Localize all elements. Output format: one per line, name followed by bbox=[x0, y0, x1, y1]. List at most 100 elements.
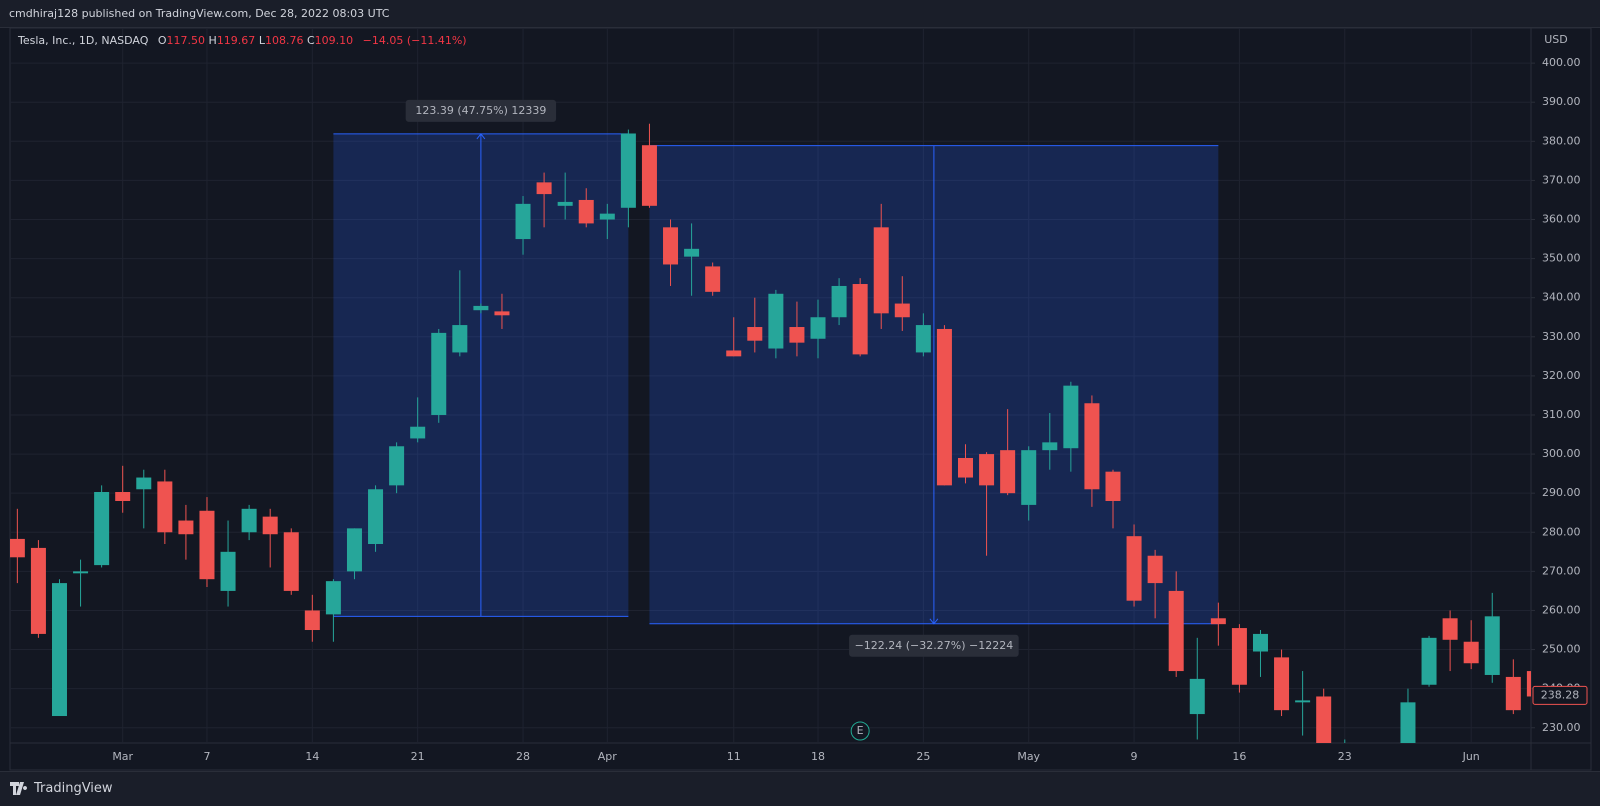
candle-body bbox=[979, 454, 995, 486]
x-tick-label: May bbox=[1017, 750, 1040, 763]
candle-body bbox=[1147, 555, 1163, 584]
candle-body bbox=[1463, 641, 1479, 664]
h-label: H bbox=[208, 34, 217, 47]
y-tick-label: 310.00 bbox=[1542, 408, 1581, 421]
measure-label: 123.39 (47.75%) 12339 bbox=[415, 104, 546, 117]
y-tick-label: 280.00 bbox=[1542, 525, 1581, 538]
h-value: 119.67 bbox=[216, 34, 256, 47]
candle-body bbox=[346, 528, 362, 572]
candle-body bbox=[1484, 616, 1500, 675]
measure-arrowhead bbox=[476, 133, 486, 140]
candle-body bbox=[115, 492, 131, 501]
publisher: cmdhiraj128 published on TradingView.com… bbox=[9, 7, 390, 20]
candle-body bbox=[936, 328, 952, 486]
candle-body bbox=[726, 350, 742, 357]
y-tick-label: 330.00 bbox=[1542, 330, 1581, 343]
candle-body bbox=[1505, 676, 1521, 711]
y-tick-label: 270.00 bbox=[1542, 564, 1581, 577]
x-tick-label: 23 bbox=[1338, 750, 1352, 763]
candle-body bbox=[747, 327, 763, 341]
candle-body bbox=[1316, 696, 1332, 743]
y-tick-label: 300.00 bbox=[1542, 447, 1581, 460]
candle-body bbox=[599, 213, 615, 220]
candle-body bbox=[178, 520, 194, 535]
candle-body bbox=[557, 201, 573, 206]
candle-body bbox=[1168, 590, 1184, 672]
candle-body bbox=[684, 248, 700, 257]
candle-body bbox=[831, 285, 847, 318]
candle-body bbox=[663, 227, 679, 265]
candle-body bbox=[94, 492, 110, 566]
symbol-legend: Tesla, Inc., 1D, NASDAQ O117.50 H119.67 … bbox=[18, 34, 467, 47]
candle-body bbox=[389, 446, 405, 486]
candle-body bbox=[262, 516, 278, 535]
candle-body bbox=[894, 303, 910, 318]
candle-body bbox=[536, 182, 552, 195]
candle-body bbox=[620, 133, 636, 208]
x-tick-label: 7 bbox=[203, 750, 210, 763]
candle-body bbox=[452, 325, 468, 353]
l-value: 108.76 bbox=[264, 34, 304, 47]
measure-label-bg bbox=[849, 634, 1019, 657]
candle-body bbox=[1021, 450, 1037, 505]
candle-body bbox=[431, 332, 447, 415]
candle-body bbox=[157, 481, 173, 533]
change: −14.05 (−11.41%) bbox=[362, 34, 467, 47]
x-tick-label: 28 bbox=[516, 750, 530, 763]
measure-layer bbox=[333, 133, 1219, 625]
candle-body bbox=[768, 293, 784, 349]
candle-body bbox=[958, 457, 973, 478]
measure-label-bg bbox=[405, 99, 557, 122]
candle-body bbox=[473, 305, 489, 311]
candle-body bbox=[73, 571, 89, 574]
y-tick-label: 360.00 bbox=[1542, 213, 1581, 226]
candle-body bbox=[810, 317, 826, 339]
currency: USD bbox=[1544, 33, 1568, 46]
y-tick-label: 380.00 bbox=[1542, 134, 1581, 147]
last-price-tag bbox=[1532, 685, 1588, 705]
footer: TradingView bbox=[0, 771, 1600, 806]
brand: TradingView bbox=[34, 781, 113, 796]
candle-body bbox=[1105, 471, 1121, 501]
candle-body bbox=[578, 199, 594, 224]
y-tick-label: 350.00 bbox=[1542, 252, 1581, 265]
measure-arrowhead bbox=[929, 618, 939, 625]
x-tick-label: Jun bbox=[1462, 750, 1480, 763]
candle-body bbox=[1526, 671, 1531, 697]
candle-body bbox=[283, 532, 299, 591]
event-label: E bbox=[857, 724, 864, 737]
o-label: O bbox=[157, 34, 167, 47]
x-tick-label: 21 bbox=[411, 750, 425, 763]
y-tick-label: 400.00 bbox=[1542, 56, 1581, 69]
candle-body bbox=[410, 426, 426, 439]
x-tick-label: 14 bbox=[305, 750, 319, 763]
candle-body bbox=[1231, 628, 1247, 685]
candle-body bbox=[30, 547, 46, 634]
y-tick-label: 260.00 bbox=[1542, 603, 1581, 616]
y-tick-label: 290.00 bbox=[1542, 486, 1581, 499]
symbol: Tesla, Inc., 1D, NASDAQ bbox=[18, 34, 149, 47]
logo bbox=[10, 782, 28, 795]
candle-body bbox=[1000, 450, 1016, 494]
candle-body bbox=[1063, 385, 1079, 449]
candle-body bbox=[136, 477, 152, 490]
candle-body bbox=[241, 508, 257, 533]
x-tick-label: 11 bbox=[727, 750, 741, 763]
candle-body bbox=[515, 203, 531, 240]
c-label: C bbox=[306, 34, 315, 47]
candle-body bbox=[641, 145, 657, 206]
y-tick-label: 230.00 bbox=[1542, 721, 1581, 734]
y-tick-label: 320.00 bbox=[1542, 369, 1581, 382]
candle-body bbox=[1210, 618, 1226, 625]
x-tick-label: Mar bbox=[112, 750, 133, 763]
candle-body bbox=[1042, 442, 1058, 451]
candle-body bbox=[325, 581, 341, 615]
event-marker bbox=[850, 721, 870, 741]
x-tick-label: Apr bbox=[598, 750, 618, 763]
publisher-bar: cmdhiraj128 published on TradingView.com… bbox=[0, 0, 1600, 28]
x-tick-label: 16 bbox=[1232, 750, 1246, 763]
chart-frame bbox=[9, 27, 1592, 771]
o-value: 117.50 bbox=[166, 34, 206, 47]
candle-body bbox=[705, 266, 721, 292]
last-price-label: 238.28 bbox=[1541, 688, 1580, 701]
